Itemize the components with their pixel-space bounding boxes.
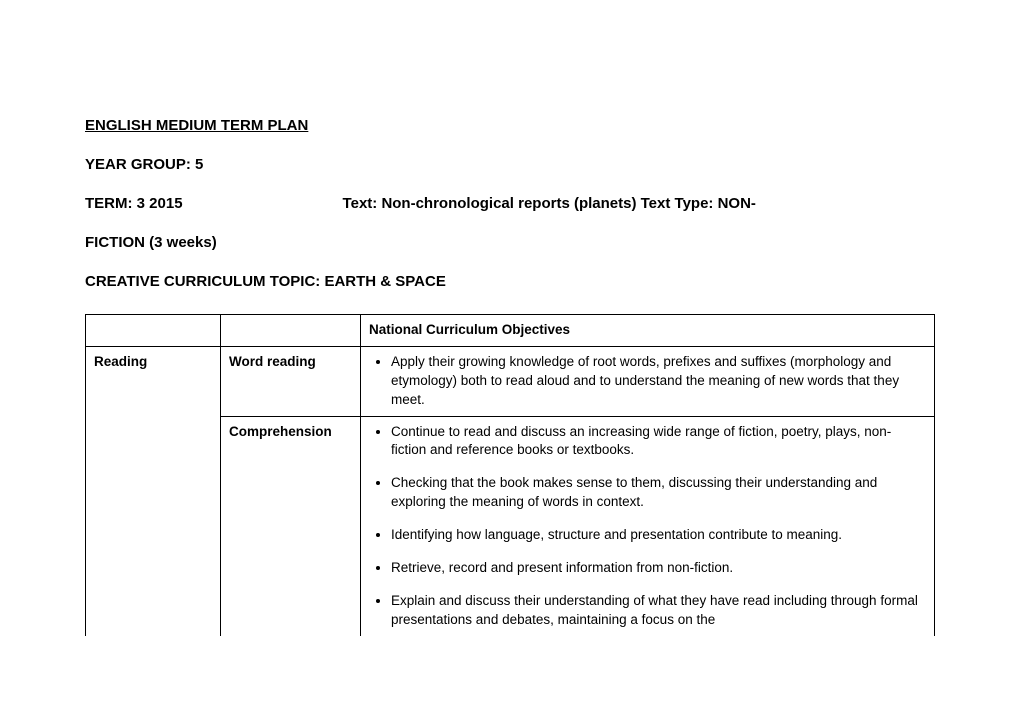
- subcategory-word-reading: Word reading: [221, 346, 361, 416]
- category-reading-cont: [86, 416, 221, 636]
- table-row: Reading Word reading Apply their growing…: [86, 346, 935, 416]
- term-line: TERM: 3 2015 Text: Non-chronological repo…: [85, 193, 935, 214]
- term-label: TERM: 3 2015: [85, 195, 183, 212]
- document-page: ENGLISH MEDIUM TERM PLAN YEAR GROUP: 5 T…: [0, 0, 1020, 636]
- list-item: Retrieve, record and present information…: [391, 559, 926, 578]
- curriculum-topic: CREATIVE CURRICULUM TOPIC: EARTH & SPACE: [85, 271, 935, 292]
- objectives-list: Continue to read and discuss an increasi…: [369, 423, 926, 630]
- list-item: Apply their growing knowledge of root wo…: [391, 353, 926, 410]
- doc-title: ENGLISH MEDIUM TERM PLAN: [85, 115, 935, 136]
- category-reading: Reading: [86, 346, 221, 416]
- list-item: Continue to read and discuss an increasi…: [391, 423, 926, 461]
- list-item: Identifying how language, structure and …: [391, 526, 926, 545]
- objectives-cell: Apply their growing knowledge of root wo…: [361, 346, 935, 416]
- table-header-row: National Curriculum Objectives: [86, 315, 935, 347]
- table-row: Comprehension Continue to read and discu…: [86, 416, 935, 636]
- list-item: Checking that the book makes sense to th…: [391, 474, 926, 512]
- objectives-table: National Curriculum Objectives Reading W…: [85, 314, 935, 636]
- header-empty-1: [86, 315, 221, 347]
- objectives-list: Apply their growing knowledge of root wo…: [369, 353, 926, 410]
- fiction-line: FICTION (3 weeks): [85, 232, 935, 253]
- header-objectives: National Curriculum Objectives: [361, 315, 935, 347]
- list-item: Explain and discuss their understanding …: [391, 592, 926, 630]
- objectives-cell: Continue to read and discuss an increasi…: [361, 416, 935, 636]
- subcategory-comprehension: Comprehension: [221, 416, 361, 636]
- text-label: Text: Non-chronological reports (planets…: [343, 195, 756, 212]
- header-empty-2: [221, 315, 361, 347]
- year-group-line: YEAR GROUP: 5: [85, 154, 935, 175]
